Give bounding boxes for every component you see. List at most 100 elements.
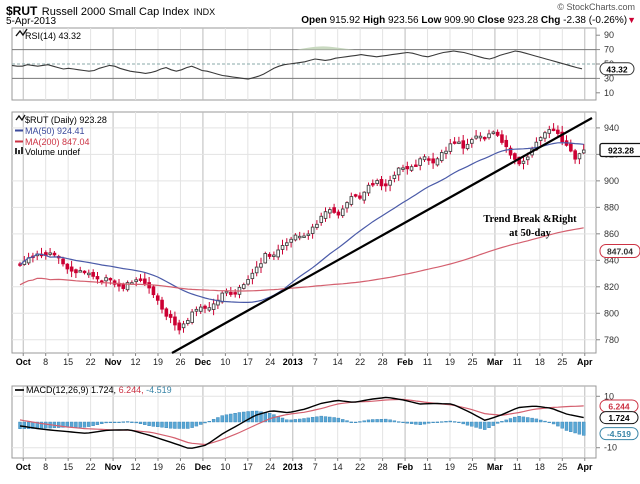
x-axis-label: 28 <box>378 357 388 367</box>
candlestick <box>366 182 371 196</box>
candle-body <box>431 158 435 164</box>
macd-histogram-bar <box>164 421 169 429</box>
macd-histogram-bar <box>427 421 431 424</box>
macd-histogram-bar <box>267 413 272 423</box>
candle-body <box>409 166 414 171</box>
candle-body <box>310 226 315 234</box>
macd-histogram-bar <box>95 421 100 425</box>
ma200-value-box <box>599 243 640 258</box>
ma50-legend-label: MA(50) 924.41 <box>25 126 85 136</box>
candlestick <box>495 129 500 137</box>
candlestick <box>345 201 349 213</box>
candlestick <box>474 130 478 140</box>
x-axis-label: 7 <box>313 462 318 472</box>
macd-histogram-bar <box>358 421 362 423</box>
candle-body <box>48 252 52 255</box>
volume-legend-icon3 <box>21 147 23 154</box>
macd-hist-box-text: -4.519 <box>607 429 631 439</box>
candlestick <box>508 145 513 159</box>
macd-histogram-bar <box>125 421 130 423</box>
macd-histogram-bar <box>112 421 117 424</box>
candlestick <box>276 244 280 260</box>
symbol-ticker: $RUT <box>6 4 38 18</box>
candlestick <box>297 231 302 241</box>
candle-body <box>112 280 117 285</box>
candlestick <box>340 205 345 218</box>
candlestick <box>319 212 324 226</box>
macd-histogram-bar <box>465 421 470 426</box>
macd-histogram-bar <box>384 418 388 423</box>
x-axis-label: 8 <box>43 357 48 367</box>
candle-body <box>186 320 190 324</box>
macd-histogram-bar <box>362 420 366 423</box>
macd-histogram-bar <box>435 421 440 423</box>
macd-histogram-bar <box>130 421 134 423</box>
candle-body <box>538 137 543 141</box>
candlestick <box>543 130 547 142</box>
candlestick <box>547 125 552 139</box>
rsi-value-box <box>599 62 635 76</box>
candle-body <box>504 139 509 148</box>
rsi-y-tick: 10 <box>604 88 614 98</box>
candle-body <box>276 249 280 258</box>
x-axis-label: 18 <box>535 357 545 367</box>
macd-histogram-bar <box>22 421 26 429</box>
macd-histogram-bar <box>517 416 521 423</box>
high-label: High <box>363 15 386 26</box>
x-axis-label: 14 <box>333 357 343 367</box>
macd-histogram-bar <box>168 421 173 429</box>
macd-histogram-bar <box>293 419 298 423</box>
macd-histogram-bar <box>431 421 435 424</box>
macd-histogram-bar <box>366 419 371 423</box>
price-y-tick: 820 <box>604 282 619 292</box>
candlestick <box>310 223 315 239</box>
macd-histogram-bar <box>470 421 474 427</box>
volume-legend-label: Volume undef <box>25 147 81 157</box>
price-y-tick: 940 <box>604 123 619 133</box>
candle-body <box>573 150 577 160</box>
x-axis-label: 12 <box>131 357 141 367</box>
macd-histogram-bar <box>91 421 95 426</box>
candle-body <box>52 252 57 256</box>
x-axis-label: Nov <box>105 357 122 367</box>
candle-body <box>500 134 504 143</box>
macd-histogram-bar <box>405 421 409 424</box>
x-axis-label: 15 <box>63 462 73 472</box>
price-y-tick: 840 <box>604 255 619 265</box>
x-axis-label: 17 <box>243 357 253 367</box>
candlestick <box>435 156 440 167</box>
trend-annotation-line1: Trend Break &Right <box>483 214 577 225</box>
macd-histogram-bar <box>513 416 517 423</box>
candlestick <box>414 159 418 167</box>
macd-histogram-bar <box>495 421 500 424</box>
macd-value-box <box>599 411 639 425</box>
candle-body <box>388 179 392 186</box>
candlestick <box>272 251 276 260</box>
candle-body <box>448 143 453 152</box>
candlestick <box>87 269 91 278</box>
rsi-legend-icon <box>15 28 28 37</box>
macd-histogram-bar <box>186 421 190 429</box>
price-y-tick: 880 <box>604 202 619 212</box>
candlestick <box>521 157 526 170</box>
candlestick <box>246 275 250 286</box>
candlestick <box>396 167 401 181</box>
trend-annotation-line2: at 50-day <box>509 228 551 239</box>
candlestick <box>491 130 496 135</box>
macd-histogram-bar <box>401 421 405 424</box>
candle-body <box>396 167 401 176</box>
candlestick <box>379 176 384 191</box>
x-axis-label: 19 <box>153 357 163 367</box>
x-axis-label: Feb <box>397 462 414 472</box>
x-axis-label: 19 <box>445 357 455 367</box>
candle-body <box>190 311 194 323</box>
macd-histogram-bar <box>551 421 556 425</box>
candlestick <box>250 268 255 285</box>
candlestick <box>160 296 164 314</box>
ma200-line <box>19 227 584 292</box>
macd-value-box-text: 1.724 <box>608 413 630 423</box>
candlestick <box>328 207 332 219</box>
candlestick <box>332 203 336 214</box>
candle-body <box>263 253 268 264</box>
macd-histogram-bar <box>409 421 414 424</box>
